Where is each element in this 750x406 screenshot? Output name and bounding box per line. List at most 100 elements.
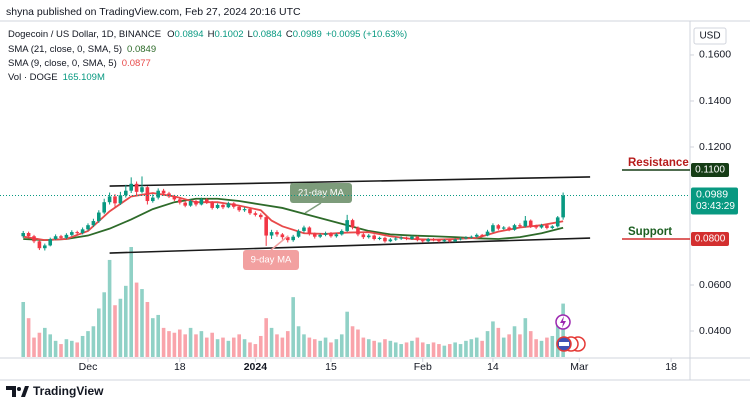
currency[interactable]: USD bbox=[699, 31, 720, 42]
volume-bar bbox=[32, 337, 36, 357]
sma-value: 0.0849 bbox=[127, 44, 156, 55]
volume-bar bbox=[194, 334, 198, 357]
candle-body bbox=[113, 196, 117, 204]
candle-body bbox=[518, 225, 522, 227]
level-label: 0.1100 bbox=[695, 165, 725, 176]
volume-bar bbox=[377, 342, 382, 357]
event-icons[interactable] bbox=[555, 314, 586, 352]
annotation-pointer bbox=[270, 235, 289, 251]
candle-body bbox=[296, 230, 301, 237]
x-tick-label: 18 bbox=[174, 361, 186, 373]
x-tick-label: Mar bbox=[570, 361, 589, 373]
volume-bar bbox=[215, 339, 220, 357]
volume-bar bbox=[123, 285, 128, 357]
candle-body bbox=[496, 225, 501, 229]
volume-bar bbox=[491, 321, 495, 357]
volume-bar bbox=[102, 292, 107, 357]
volume-bar bbox=[512, 326, 517, 357]
volume-bar bbox=[226, 340, 231, 357]
candle-body bbox=[161, 190, 166, 194]
candle-body bbox=[269, 232, 274, 236]
volume-bar bbox=[350, 326, 355, 357]
candle-body bbox=[410, 236, 414, 239]
candle-body bbox=[32, 236, 36, 242]
candle-body bbox=[318, 234, 322, 237]
y-tick-label: 0.1400 bbox=[699, 95, 731, 107]
candle-body bbox=[102, 202, 107, 213]
level-box bbox=[691, 162, 729, 177]
volume-bar bbox=[70, 340, 74, 357]
sma-line bbox=[23, 192, 564, 242]
volume-bar bbox=[134, 282, 139, 357]
candle-body bbox=[221, 204, 225, 208]
volume-bar bbox=[442, 345, 447, 357]
candle-body bbox=[204, 199, 209, 203]
volume-bar bbox=[296, 326, 301, 357]
candle-body bbox=[91, 221, 96, 226]
candle-body bbox=[183, 202, 187, 206]
candle-body bbox=[226, 203, 231, 208]
volume-bar bbox=[177, 329, 182, 357]
candle-body bbox=[329, 233, 333, 237]
volume-bar bbox=[26, 318, 31, 357]
volume-bar bbox=[561, 303, 565, 357]
level-label: 0.0800 bbox=[695, 234, 726, 245]
candle-body bbox=[26, 233, 31, 237]
last-price-label: 0.0989 bbox=[696, 188, 728, 200]
flag-stripe bbox=[559, 342, 569, 346]
volume-bar bbox=[21, 302, 26, 357]
candle-body bbox=[399, 237, 403, 239]
volume-bar bbox=[518, 334, 522, 357]
volume-bar bbox=[318, 340, 322, 357]
volume-bar bbox=[161, 327, 166, 357]
x-tick-label: 15 bbox=[325, 361, 337, 373]
candle-body bbox=[75, 232, 80, 234]
candle-body bbox=[480, 234, 484, 236]
ohlc-value: 0.1002 bbox=[214, 29, 243, 40]
volume-bar bbox=[75, 342, 80, 357]
volume-bar bbox=[253, 344, 258, 357]
candle-body bbox=[64, 234, 69, 238]
volume-bar bbox=[237, 334, 241, 357]
volume-bar bbox=[43, 327, 47, 357]
ohlc-letter: O bbox=[167, 29, 174, 40]
candle-body bbox=[264, 217, 268, 236]
volume-bar bbox=[485, 331, 490, 357]
candle-body bbox=[550, 226, 555, 228]
annotation-text: 21-day MA bbox=[298, 188, 345, 199]
volume-bar bbox=[210, 332, 214, 357]
candle-body bbox=[172, 196, 177, 200]
volume-bar bbox=[453, 342, 457, 357]
volume-value: 165.109M bbox=[63, 72, 105, 83]
ohlc-value: 0.0989 bbox=[293, 29, 322, 40]
candle-body bbox=[150, 197, 155, 202]
volume-bar bbox=[329, 342, 333, 357]
candle-body bbox=[70, 232, 74, 235]
volume-bar bbox=[302, 334, 306, 357]
candle-body bbox=[437, 239, 441, 242]
volume-bar bbox=[404, 342, 409, 357]
candle-body bbox=[372, 235, 376, 239]
volume-bar bbox=[91, 326, 96, 357]
candle-body bbox=[285, 237, 290, 241]
volume-bar bbox=[37, 332, 42, 357]
candle-body bbox=[275, 232, 279, 235]
volume-bar bbox=[242, 339, 247, 357]
last-price-box bbox=[691, 187, 738, 215]
volume-bar bbox=[458, 344, 463, 357]
sma-name: SMA (21, close, 0, SMA, 5) bbox=[8, 44, 122, 55]
volume-bar bbox=[323, 337, 328, 357]
currency-box[interactable] bbox=[693, 27, 727, 45]
volume-bar bbox=[480, 340, 484, 357]
volume-bar bbox=[167, 331, 171, 357]
candle-body bbox=[356, 227, 360, 235]
symbol-title: Dogecoin / US Dollar, 1D, BINANCE bbox=[8, 29, 161, 40]
candle-body bbox=[248, 209, 252, 214]
annotation-box bbox=[290, 183, 352, 203]
candle-body bbox=[388, 239, 393, 242]
candle-body bbox=[350, 220, 355, 228]
volume-bar bbox=[474, 337, 479, 357]
candle-body bbox=[366, 235, 371, 238]
candle-body bbox=[474, 234, 479, 237]
